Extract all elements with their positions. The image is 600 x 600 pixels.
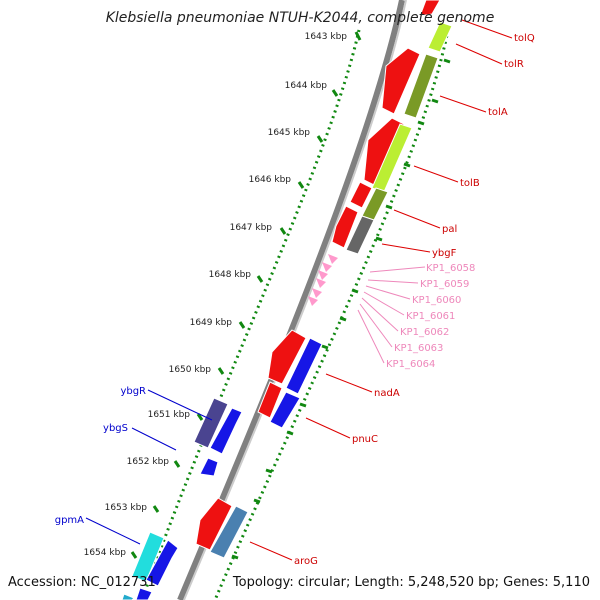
gene-label-ybgF: ybgF (432, 248, 457, 259)
gene-KP1_6059-arrow (322, 262, 332, 272)
kbp-label: 1643 kbp (305, 32, 348, 42)
gene-KP1_6058-arrow (328, 254, 338, 264)
kbp-label: 1648 kbp (209, 270, 252, 280)
gene-KP1_6060-arrow (318, 270, 328, 280)
kbp-label: 1652 kbp (127, 457, 170, 467)
gene-tolR-band (403, 53, 439, 119)
gene-nadA-blue (285, 337, 323, 395)
gene-pal-arrow (331, 205, 359, 249)
accession-text: Accession: NC_012731 (8, 575, 156, 590)
kbp-label: 1649 kbp (190, 318, 233, 328)
gene-tolA-arrow (363, 117, 405, 187)
kbp-label: 1651 kbp (148, 410, 191, 420)
gene-ybgF-band (345, 215, 375, 255)
gene-features-track2 (209, 21, 453, 559)
gene-label-pnuC: pnuC (352, 434, 378, 445)
gene-tolQ-band (427, 21, 453, 53)
gene-label-KP1_6063: KP1_6063 (394, 343, 443, 354)
gene-tolQ-arrow (419, 0, 441, 17)
gene-label-ybgR: ybgR (120, 386, 146, 397)
gene-bottom-arrow (135, 587, 153, 600)
gene-aroG-arrow (195, 497, 233, 551)
leader-lines-right (249, 19, 513, 561)
gene-label-KP1_6062: KP1_6062 (400, 327, 449, 338)
leader-lines-left (85, 389, 213, 545)
gene-bottom-band (121, 593, 135, 600)
gene-aroG-band (209, 505, 249, 559)
gene-tolR-arrow (381, 47, 421, 115)
kbp-label: 1647 kbp (230, 223, 273, 233)
gene-labels-left: ybgR ybgS gpmA (55, 386, 146, 526)
topology-text: Topology: circular; Length: 5,248,520 bp… (232, 575, 590, 590)
leader-lines-pink (357, 266, 426, 364)
gene-label-aroG: aroG (294, 556, 318, 567)
outer-ticks (231, 58, 451, 560)
gene-label-KP1_6059: KP1_6059 (420, 279, 469, 290)
gene-ybgR-arrow (209, 407, 243, 455)
gene-label-tolA: tolA (488, 107, 508, 118)
gene-label-KP1_6061: KP1_6061 (406, 311, 455, 322)
gene-pnuC-blue (269, 391, 301, 429)
gene-features-pink (308, 254, 338, 306)
gene-features-red (195, 0, 441, 551)
gene-labels-right: tolQ tolR tolA tolB pal ybgF KP1_6058 KP… (294, 33, 535, 567)
kbp-label: 1654 kbp (84, 548, 127, 558)
gene-gpmA-arrow (145, 539, 179, 587)
gene-tolB-arrow (349, 181, 373, 209)
gene-gpmA-band (131, 531, 165, 583)
gene-label-ybgS: ybgS (103, 423, 128, 434)
gene-pnuC-arrow (257, 381, 283, 419)
gene-label-tolR: tolR (504, 59, 524, 70)
gene-KP1_6061-arrow (316, 278, 326, 288)
kbp-label: 1653 kbp (105, 503, 148, 513)
kbp-label: 1646 kbp (249, 175, 292, 185)
gene-label-KP1_6064: KP1_6064 (386, 359, 435, 370)
gene-features-left (121, 397, 243, 600)
gene-ybgR-band (193, 397, 229, 449)
kbp-label: 1645 kbp (268, 128, 311, 138)
gene-KP1_6062-arrow (312, 288, 322, 298)
gene-label-KP1_6060: KP1_6060 (412, 295, 461, 306)
inner-track-dots (140, 29, 361, 600)
gene-nadA-arrow (267, 329, 307, 385)
gene-label-KP1_6058: KP1_6058 (426, 263, 475, 274)
gene-label-tolB: tolB (460, 178, 480, 189)
gene-label-nadA: nadA (374, 388, 400, 399)
gene-label-tolQ: tolQ (514, 33, 535, 44)
gene-label-gpmA: gpmA (55, 515, 84, 526)
outer-track-dots (213, 29, 450, 600)
kbp-labels: 1643 kbp 1644 kbp 1645 kbp 1646 kbp 1647… (84, 32, 348, 558)
kbp-label: 1650 kbp (169, 365, 212, 375)
gene-label-pal: pal (442, 224, 457, 235)
kbp-ticks (130, 31, 362, 559)
kbp-label: 1644 kbp (285, 81, 328, 91)
map-title: Klebsiella pneumoniae NTUH-K2044, comple… (106, 10, 495, 26)
gene-KP1_6063-arrow (308, 296, 318, 306)
gene-ybgS-arrow (199, 457, 219, 477)
